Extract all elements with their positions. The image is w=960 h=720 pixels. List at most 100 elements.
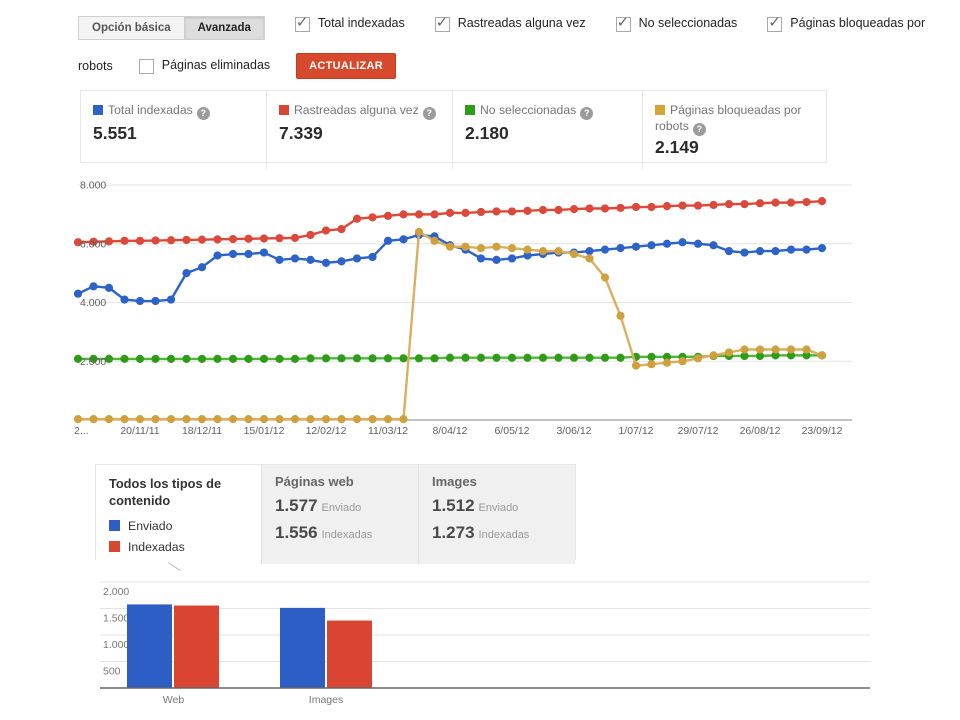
data-point [89,282,98,291]
data-point [182,269,191,278]
checkbox-total-indexadas[interactable]: ✓ Total indexadas [294,14,405,32]
data-point [709,351,718,360]
data-point [104,237,114,246]
data-point [771,351,780,360]
svg-text:500: 500 [103,666,121,678]
checkbox-no-seleccionadas[interactable]: ✓ No seleccionadas [615,14,737,32]
line-chart-svg[interactable]: 8.000 6.000 4.000 2.000 2... 20/11/11 18/12/11… [60,175,870,460]
data-point [368,213,377,222]
data-point [802,351,811,360]
content-col-header: Páginas web [275,474,354,489]
data-point [352,415,362,424]
data-point [120,354,129,363]
data-point [275,415,284,424]
data-point [104,354,114,363]
content-types-panel: Todos los tipos de contenido Enviado Ind… [95,464,576,571]
actualizar-button[interactable]: ACTUALIZAR [296,53,397,79]
tab-avanzada[interactable]: Avanzada [183,16,265,40]
series-rastreadas-alguna-vez [73,197,827,247]
checkbox-bloqueadas-robots-wrap: robots [78,59,113,73]
bar-chart-svg[interactable]: 2.000 1.500 1.000 500 Web Images [85,572,875,718]
checkbox-box[interactable]: ✓ [767,14,783,32]
gridlines: 2.000 1.500 1.000 500 [100,581,870,678]
data-point [383,415,393,424]
data-point [306,255,315,265]
svg-text:15/01/12: 15/01/12 [244,425,285,437]
data-point [817,197,827,206]
svg-text:8/04/12: 8/04/12 [432,425,467,437]
data-point [135,415,145,424]
data-point [476,244,486,253]
data-point [414,210,424,219]
sitemap-legend: Enviado Indexadas [109,519,248,554]
content-col-images: Images 1.512 Enviado 1.273 Indexadas [418,465,575,564]
data-point [259,415,269,424]
data-point [213,415,222,424]
checkbox-box[interactable]: ✓ [615,14,631,32]
data-point [337,224,346,234]
data-point [662,358,672,367]
orange-legend-square [655,105,665,115]
data-point [662,202,672,211]
data-point [290,233,300,242]
data-point [476,207,486,217]
index-status-line-chart[interactable]: 8.000 6.000 4.000 2.000 2... 20/11/11 18/12/11… [60,175,870,465]
help-icon[interactable]: ? [580,107,594,120]
data-point [228,249,238,259]
data-point [89,354,98,363]
data-point [275,234,284,243]
help-icon[interactable]: ? [692,123,706,137]
checkbox-box[interactable]: ✓ [294,14,310,32]
selected-tab-caret [167,561,181,571]
data-point [244,234,253,243]
svg-text:18/12/11: 18/12/11 [182,425,222,437]
content-col-header: Images [432,474,477,489]
data-point [368,354,377,363]
bar [327,620,372,688]
data-point [786,351,796,360]
data-point [538,353,548,362]
data-point [802,345,811,354]
indexadas-value: 1.556 [275,523,318,542]
data-point [383,211,393,220]
data-point [631,361,641,370]
checkbox-box[interactable]: ✓ [434,14,450,32]
toolbar-row-1: Opción básica Avanzada ✓ Total indexadas… [78,14,948,40]
checkbox-box[interactable] [138,59,154,74]
data-point [337,354,346,363]
data-point [507,207,517,216]
data-point [290,354,300,363]
data-point [197,235,207,244]
data-point [585,353,594,362]
checkbox-rastreadas[interactable]: ✓ Rastreadas alguna vez [434,14,586,32]
data-point [151,296,160,306]
data-point [786,198,796,207]
data-point [461,353,470,362]
data-point [166,295,176,304]
checkbox-paginas-eliminadas[interactable]: Páginas eliminadas [138,58,270,74]
data-point [616,203,625,213]
data-point [259,234,269,243]
bar [127,604,172,688]
content-type-selector[interactable]: Todos los tipos de contenido Enviado Ind… [96,465,261,571]
data-point [569,353,579,362]
data-point [740,199,749,209]
sitemap-bar-chart[interactable]: 2.000 1.500 1.000 500 Web Images [85,572,875,720]
data-point [724,246,734,256]
help-icon[interactable]: ? [422,107,436,120]
data-point [73,354,83,363]
data-point [399,354,408,363]
y-axis-labels: 8.000 6.000 4.000 2.000 [80,180,106,368]
data-point [89,415,98,424]
data-point [461,242,470,251]
data-point [445,208,455,218]
checkbox-bloqueadas-robots[interactable]: ✓ Páginas bloqueadas por [767,14,925,32]
data-point [306,415,315,424]
data-point [647,202,656,212]
tab-opcion-basica[interactable]: Opción básica [78,16,185,40]
data-point [662,352,672,361]
svg-text:20/11/11: 20/11/11 [120,425,159,437]
help-icon[interactable]: ? [196,107,210,120]
data-point [306,354,315,363]
data-point [321,258,331,267]
